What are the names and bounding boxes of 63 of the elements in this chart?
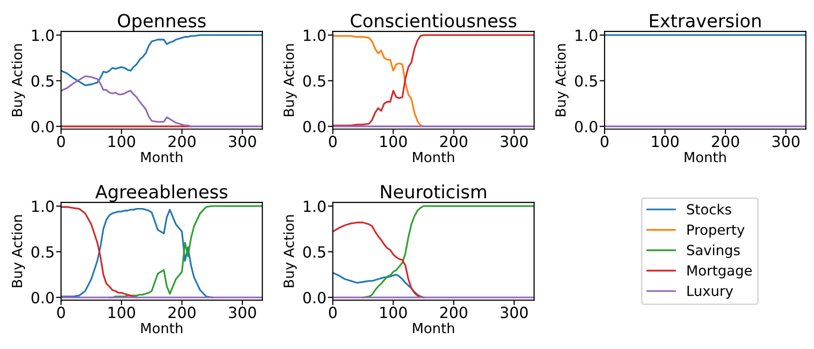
y-tick-label: 0.0 bbox=[32, 292, 54, 304]
y-tick-label: 1.0 bbox=[304, 30, 326, 42]
y-tick-label: 0.5 bbox=[303, 75, 326, 87]
x-tick-label: 300 bbox=[772, 136, 800, 148]
y-axis-title: Buy Action bbox=[283, 44, 297, 116]
x-tick-label: 100 bbox=[380, 306, 407, 318]
x-tick-label: 200 bbox=[440, 306, 468, 318]
legend-label: Savings bbox=[687, 244, 740, 258]
x-tick-label: 100 bbox=[380, 136, 407, 148]
y-tick-label: 0.0 bbox=[575, 120, 598, 132]
y-tick-label: 0.0 bbox=[303, 120, 326, 132]
y-tick-label: 1.0 bbox=[32, 200, 54, 212]
x-tick-label: 200 bbox=[440, 136, 468, 148]
x-tick-label: 100 bbox=[108, 306, 136, 318]
x-tick-label: 300 bbox=[228, 136, 256, 148]
legend-label: Property bbox=[688, 224, 744, 238]
legend-label: Luxury bbox=[688, 286, 733, 299]
y-tick-label: 0.5 bbox=[303, 246, 326, 258]
y-tick-label: 1.0 bbox=[32, 30, 54, 42]
x-tick-label: 300 bbox=[500, 306, 528, 318]
x-tick-label: 200 bbox=[168, 136, 196, 148]
y-tick-label: 0.5 bbox=[32, 75, 54, 87]
x-tick-label: 300 bbox=[228, 306, 256, 318]
line-series bbox=[61, 206, 138, 298]
x-tick-label: 0 bbox=[328, 306, 337, 318]
x-tick-label: 0 bbox=[57, 136, 65, 148]
line-series bbox=[362, 205, 534, 298]
line-series bbox=[332, 35, 424, 128]
legend-label: Mortgage bbox=[688, 265, 752, 278]
y-tick-label: 0.0 bbox=[32, 120, 54, 132]
x-axis-title: Month bbox=[684, 152, 726, 162]
x-tick-label: 100 bbox=[108, 136, 136, 148]
x-axis-title: Month bbox=[141, 322, 182, 334]
x-tick-label: 200 bbox=[712, 136, 740, 148]
y-tick-label: 0.5 bbox=[32, 246, 54, 258]
x-axis-title: Month bbox=[141, 152, 182, 162]
x-axis-title: Month bbox=[413, 322, 454, 334]
x-tick-label: 300 bbox=[500, 136, 528, 148]
y-tick-label: 1.0 bbox=[304, 200, 326, 212]
chart-title: Agreeableness bbox=[95, 184, 228, 202]
legend-label: Stocks bbox=[687, 204, 732, 215]
x-tick-label: 0 bbox=[600, 136, 608, 148]
chart-title: Extraversion bbox=[650, 14, 761, 28]
line-series bbox=[61, 34, 262, 86]
y-axis-title: Buy Action bbox=[12, 44, 25, 116]
y-tick-label: 0.0 bbox=[303, 292, 326, 304]
line-series bbox=[332, 34, 534, 126]
y-axis-title: Buy Action bbox=[12, 215, 25, 288]
chart-title: Conscientiousness bbox=[350, 14, 516, 28]
x-tick-label: 100 bbox=[652, 136, 679, 148]
chart-title: Openness bbox=[118, 14, 206, 31]
x-tick-label: 0 bbox=[57, 306, 65, 318]
y-axis-title: Buy Action bbox=[283, 215, 297, 288]
y-axis-title: Buy Action bbox=[555, 44, 568, 116]
y-tick-label: 0.5 bbox=[575, 75, 597, 87]
line-series bbox=[61, 208, 214, 298]
y-tick-label: 1.0 bbox=[576, 30, 598, 42]
x-axis-title: Month bbox=[413, 152, 454, 162]
x-tick-label: 200 bbox=[168, 306, 196, 318]
x-tick-label: 0 bbox=[328, 136, 337, 148]
chart-title: Neuroticism bbox=[381, 184, 486, 199]
line-series bbox=[61, 75, 262, 128]
line-series bbox=[332, 222, 424, 298]
